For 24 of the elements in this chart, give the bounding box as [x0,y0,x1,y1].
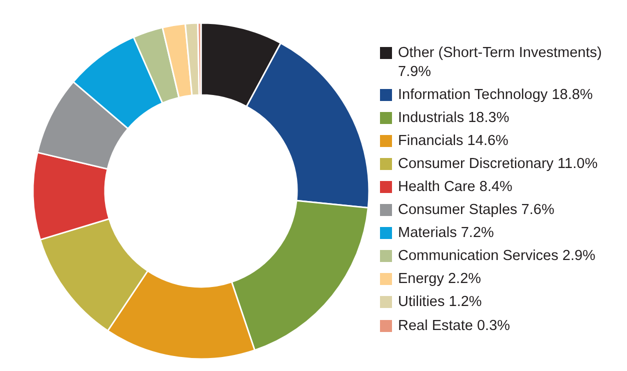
legend-label: Materials [398,225,457,242]
legend-label: Real Estate [398,318,473,334]
data-label: 7.9% [398,64,432,80]
legend-label: Consumer Staples [398,202,518,218]
data-label: 7.6% [521,202,554,218]
legend-label: Health Care [398,178,476,195]
data-label: 0.3% [476,318,510,334]
data-label: 2.9% [562,248,596,264]
data-label: 18.3% [468,110,510,126]
legend-label: Financials [398,132,464,149]
legend-label: Other (Short-Term Investments) [398,45,602,61]
data-label: 14.6% [467,132,508,149]
data-label: 7.2% [460,225,494,242]
legend-label: Consumer Discretionary [398,156,554,172]
data-label: 8.4% [479,178,512,195]
data-label: 2.2% [448,271,482,288]
data-label: 18.8% [552,86,593,103]
data-label: 1.2% [448,294,482,310]
data-label: 11.0% [558,156,598,172]
legend-label: Information Technology [398,86,548,103]
legend-label: Industrials [398,110,464,126]
legend-label: Utilities [398,294,445,310]
legend-label: Energy [398,271,444,288]
legend-label: Communication Services [398,248,558,264]
